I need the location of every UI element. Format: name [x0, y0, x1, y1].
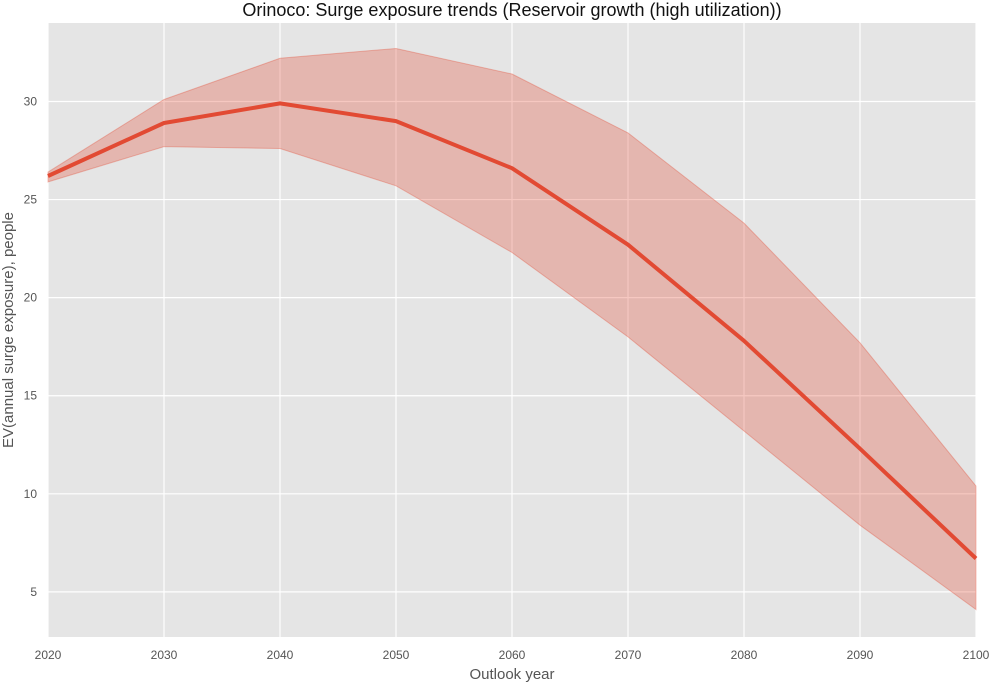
x-tick-labels: 2020 2030 2040 2050 2060 2070 2080 2090 2100	[35, 648, 990, 662]
x-tick-label: 2020	[35, 648, 62, 662]
x-tick-label: 2060	[499, 648, 526, 662]
x-tick-label: 2100	[963, 648, 990, 662]
chart-title: Orinoco: Surge exposure trends (Reservoi…	[242, 0, 781, 20]
x-axis-title: Outlook year	[469, 666, 554, 683]
y-tick-label: 25	[24, 193, 38, 207]
x-tick-label: 2040	[267, 648, 294, 662]
y-tick-label: 5	[30, 585, 37, 599]
series-line-layer	[47, 101, 978, 560]
y-tick-labels: 5 10 15 20 25 30	[24, 94, 38, 598]
x-tick-label: 2030	[151, 648, 178, 662]
confidence-band	[47, 47, 977, 611]
y-tick-label: 15	[24, 389, 38, 403]
gridlines	[47, 23, 977, 637]
x-tick-label: 2080	[731, 648, 758, 662]
x-tick-label: 2050	[383, 648, 410, 662]
y-tick-label: 30	[24, 94, 38, 108]
x-tick-label: 2070	[615, 648, 642, 662]
x-tick-label: 2090	[847, 648, 874, 662]
confidence-band-layer	[47, 47, 977, 611]
y-tick-label: 20	[24, 291, 38, 305]
series-line	[47, 101, 978, 560]
y-axis-title: EV(annual surge exposure), people	[0, 212, 17, 448]
y-tick-label: 10	[24, 487, 38, 501]
